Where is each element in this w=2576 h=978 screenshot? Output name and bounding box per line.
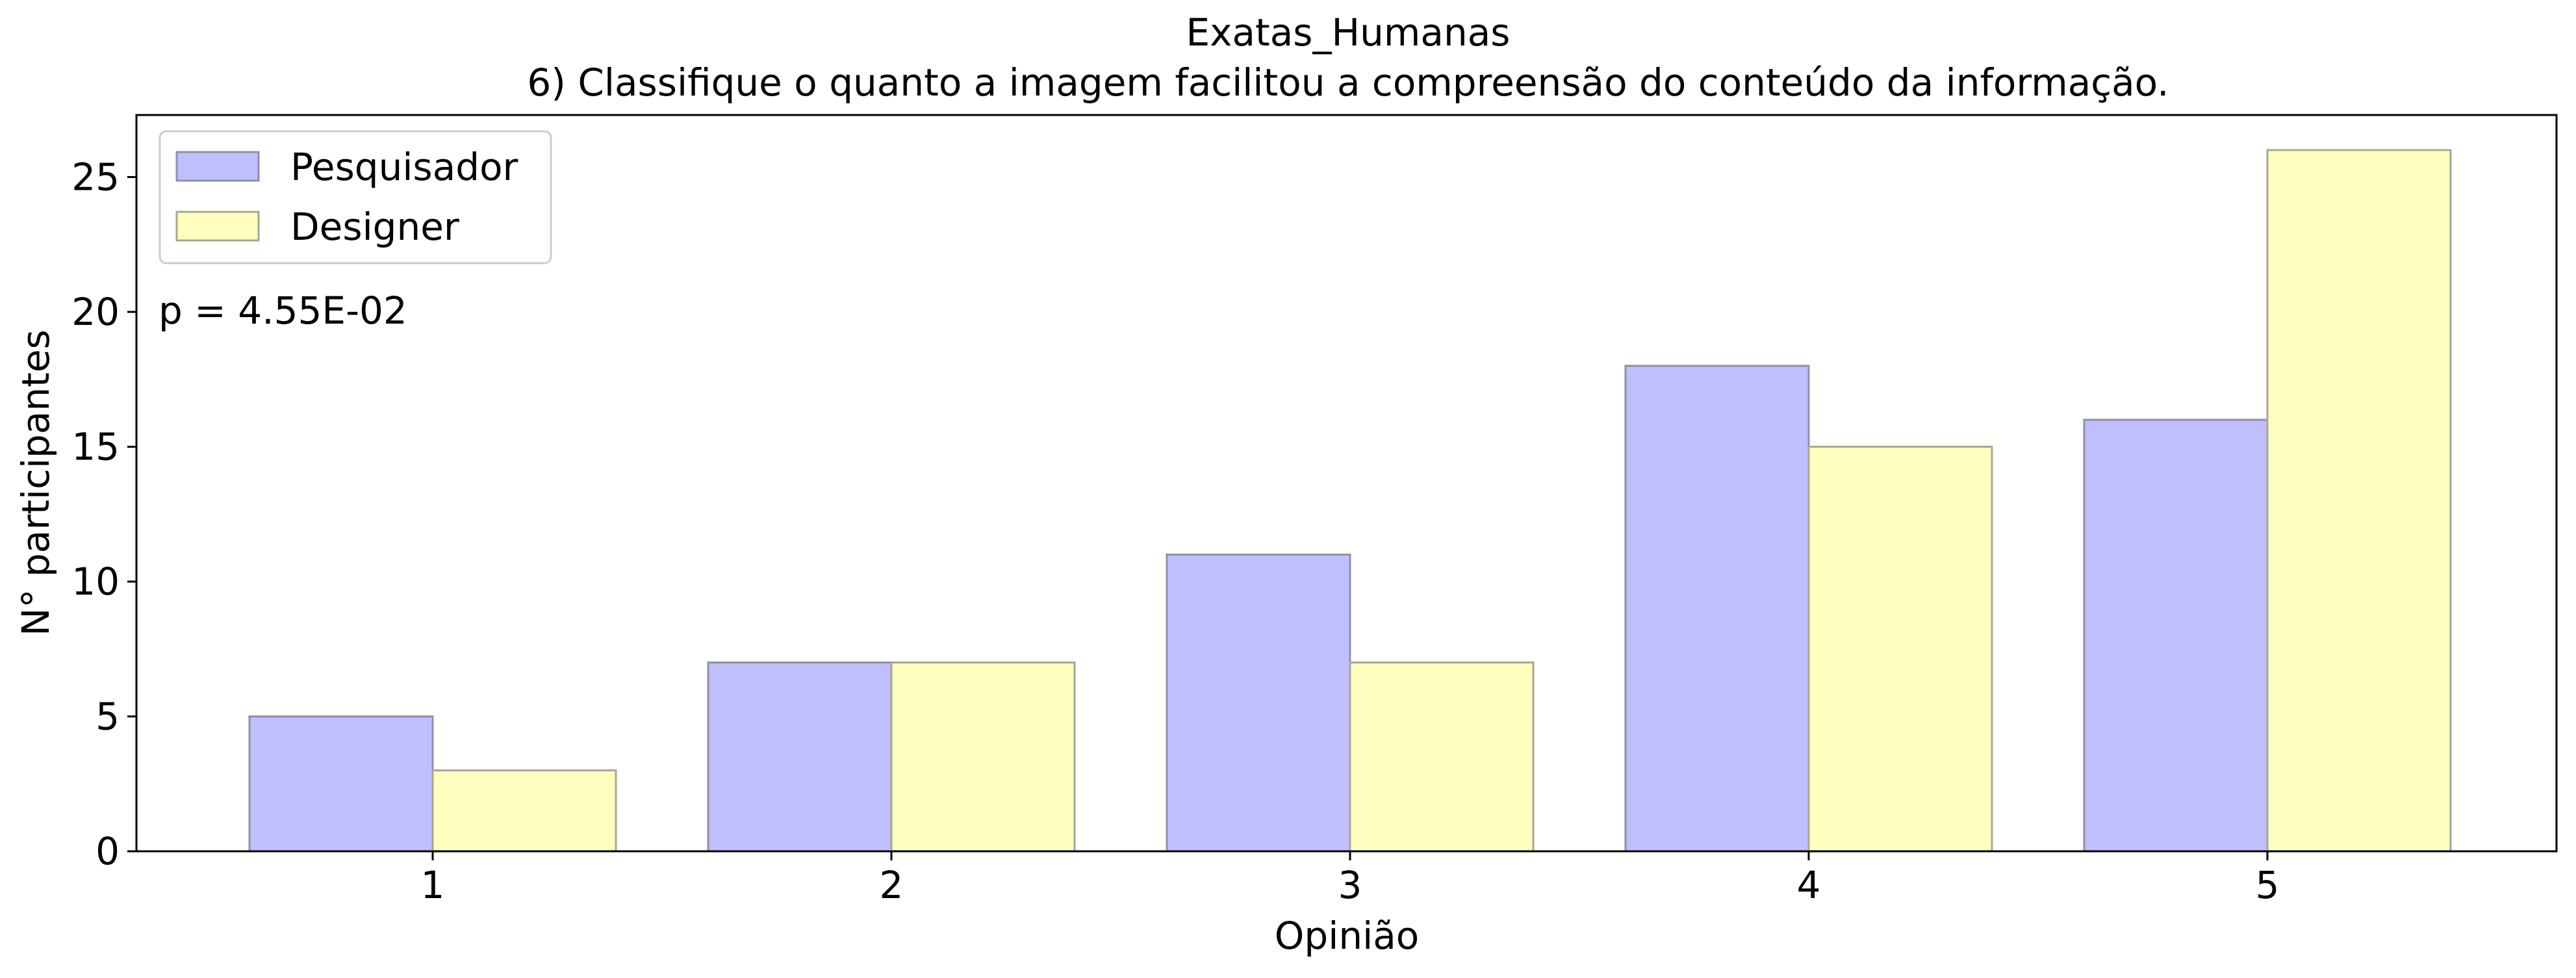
bar-designer-1 bbox=[431, 769, 617, 853]
x-tick-label: 1 bbox=[421, 863, 445, 907]
legend-label-pesquisador: Pesquisador bbox=[290, 145, 518, 189]
plot-frame bbox=[135, 114, 2558, 853]
y-tick-label: 5 bbox=[96, 694, 120, 738]
y-tick-label: 15 bbox=[71, 424, 120, 469]
y-tick-label: 20 bbox=[71, 290, 120, 334]
bar-pesquisador-2 bbox=[707, 661, 893, 853]
y-tick-label: 25 bbox=[71, 155, 120, 199]
bar-designer-2 bbox=[890, 661, 1076, 853]
bar-pesquisador-3 bbox=[1166, 553, 1351, 853]
p-value-annotation: p = 4.55E-02 bbox=[159, 289, 407, 333]
y-tick-label: 0 bbox=[96, 829, 120, 873]
x-tick-label: 2 bbox=[880, 863, 904, 907]
bars-layer bbox=[248, 149, 2452, 853]
chart-subtitle: 6) Classifique o quanto a imagem facilit… bbox=[527, 60, 2169, 105]
bar-designer-3 bbox=[1349, 661, 1535, 853]
legend-swatch-designer bbox=[175, 211, 260, 242]
x-axis: 1 2 3 4 5 bbox=[421, 851, 2280, 907]
x-axis-label: Opinião bbox=[1275, 914, 1419, 958]
legend-swatch-pesquisador bbox=[175, 151, 260, 182]
legend: Pesquisador Designer bbox=[159, 130, 552, 264]
legend-label-designer: Designer bbox=[290, 205, 459, 249]
chart-title: Exatas_Humanas bbox=[1186, 10, 1511, 55]
x-tick-label: 3 bbox=[1338, 863, 1362, 907]
y-axis-label: N° participantes bbox=[14, 329, 58, 636]
x-tick-label: 5 bbox=[2256, 863, 2280, 907]
bar-pesquisador-1 bbox=[248, 715, 434, 853]
bar-pesquisador-5 bbox=[2083, 418, 2269, 853]
x-tick-label: 4 bbox=[1797, 863, 1821, 907]
bar-designer-5 bbox=[2266, 149, 2452, 853]
y-axis: 0 5 10 15 20 25 bbox=[71, 155, 136, 873]
bar-pesquisador-4 bbox=[1624, 365, 1810, 853]
bar-designer-4 bbox=[1807, 445, 1993, 853]
y-tick-label: 10 bbox=[71, 560, 120, 604]
